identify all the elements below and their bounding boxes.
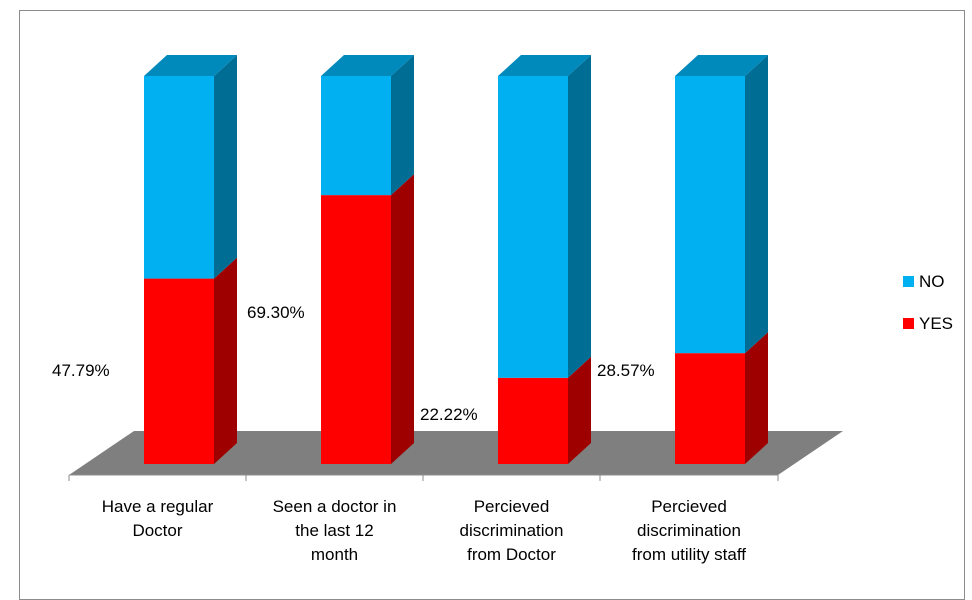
bar-no-front [321,76,391,196]
bar-no-side [391,55,414,196]
bar-yes-side [391,174,414,464]
category-label: Percieved discrimination from Doctor [460,497,564,564]
category-label: Have a regular Doctor [102,497,214,540]
bar-no-side [745,55,768,354]
data-label: 47.79% [52,361,110,380]
bar-no-front [144,76,214,279]
bar-no-side [568,55,591,378]
category-label: Seen a doctor in the last 12 month [273,497,397,564]
legend-swatch-yes [903,318,914,329]
bar-yes-front [144,278,214,464]
data-label: 69.30% [247,303,305,322]
legend-swatch-no [903,276,914,287]
bar-yes-front [498,377,568,464]
bar-yes-side [568,356,591,464]
bar-yes-side [745,332,768,464]
bar-yes-side [214,257,237,464]
data-label: 22.22% [420,405,478,424]
bar-no-top [675,55,768,76]
category-label: Percieved discrimination from utility staf… [632,497,746,564]
legend-label-no: NO [919,272,945,291]
chart-floor [69,431,843,475]
bar-no-top [321,55,414,76]
bar-no-top [498,55,591,76]
bar-yes-front [321,195,391,464]
legend-label-yes: YES [919,314,953,333]
bar-no-top [144,55,237,76]
data-label: 28.57% [597,361,655,380]
bar-no-front [498,76,568,378]
bar-yes-front [675,353,745,464]
bar-no-side [214,55,237,279]
bar-no-front [675,76,745,354]
